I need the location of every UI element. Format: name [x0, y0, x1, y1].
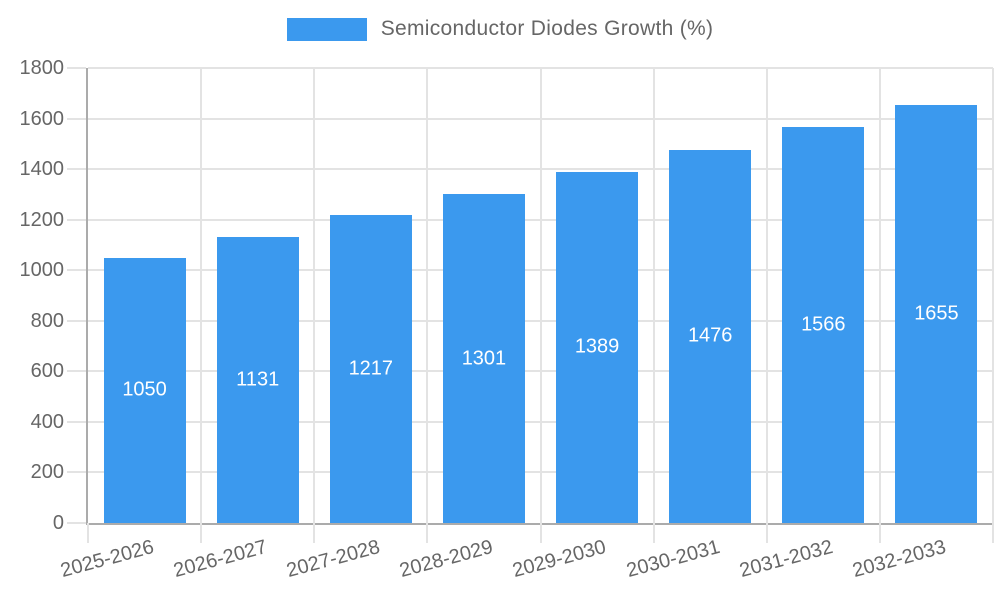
x-axis-label: 2026-2027 [171, 536, 270, 583]
x-tick [765, 523, 768, 543]
y-tick [67, 420, 86, 423]
y-tick [67, 471, 86, 474]
y-tick [67, 319, 86, 322]
y-tick-label: 1000 [19, 259, 65, 282]
y-tick [67, 218, 86, 221]
legend-swatch-icon [286, 17, 367, 41]
y-tick-label: 1600 [19, 107, 65, 130]
bar[interactable]: 1476 [669, 149, 752, 523]
x-axis-label: 2027-2028 [284, 536, 383, 583]
x-grid-line [539, 68, 542, 523]
legend-item[interactable]: Semiconductor Diodes Growth (%) [0, 17, 1000, 41]
y-tick-label: 0 [52, 512, 64, 534]
legend-label: Semiconductor Diodes Growth (%) [380, 17, 714, 40]
x-grid-line [426, 68, 429, 523]
bar[interactable]: 1301 [442, 194, 525, 523]
y-tick [67, 522, 86, 524]
bar[interactable]: 1655 [895, 104, 978, 523]
x-tick [313, 523, 316, 543]
bar-value-label: 1566 [801, 313, 846, 336]
bar-value-label: 1131 [236, 368, 280, 391]
x-tick [426, 523, 429, 543]
x-axis-label: 2031-2032 [736, 536, 836, 583]
bar[interactable]: 1217 [329, 215, 412, 523]
x-axis-label: 2029-2030 [510, 536, 609, 583]
y-tick-label: 600 [30, 360, 64, 383]
plot-area: 0 200 400 600 800 1000 1200 1400 1600 1800 1050 113… [20, 58, 994, 582]
y-tick [67, 67, 86, 69]
x-tick [992, 523, 994, 543]
y-tick [67, 370, 86, 373]
x-grid-line [992, 68, 994, 523]
bar[interactable]: 1131 [216, 237, 299, 523]
bar-value-label: 1217 [348, 357, 394, 380]
x-grid-line [765, 68, 768, 523]
y-tick-label: 200 [30, 461, 64, 484]
y-tick-label: 1200 [19, 208, 65, 231]
bar-value-label: 1050 [122, 378, 167, 401]
bar[interactable]: 1566 [782, 127, 865, 523]
bar[interactable]: 1389 [556, 171, 639, 523]
x-axis-label: 2028-2029 [397, 536, 496, 583]
bar[interactable]: 1050 [103, 257, 186, 523]
x-axis-label: 2025-2026 [58, 536, 157, 583]
x-tick [539, 523, 542, 543]
x-tick [200, 523, 203, 543]
y-tick-label: 1800 [19, 57, 65, 79]
y-tick [67, 269, 86, 272]
bar-value-label: 1389 [574, 335, 620, 358]
y-tick-label: 400 [30, 410, 64, 433]
x-axis-label: 2030-2031 [623, 536, 722, 583]
y-tick [67, 168, 86, 171]
x-grid-line [313, 68, 316, 523]
y-tick-label: 800 [30, 309, 64, 332]
y-axis-line [86, 68, 88, 525]
x-grid-line [652, 68, 655, 523]
y-tick [67, 117, 86, 120]
x-tick [652, 523, 655, 543]
x-axis-label: 2032-2033 [850, 536, 949, 583]
bar-value-label: 1301 [461, 347, 507, 370]
x-grid-line [200, 68, 203, 523]
x-tick [87, 523, 89, 543]
y-tick-label: 1400 [19, 158, 65, 181]
bar-value-label: 1476 [687, 324, 733, 347]
x-grid-line [878, 68, 881, 523]
x-tick [878, 523, 881, 543]
bar-value-label: 1655 [914, 302, 959, 325]
